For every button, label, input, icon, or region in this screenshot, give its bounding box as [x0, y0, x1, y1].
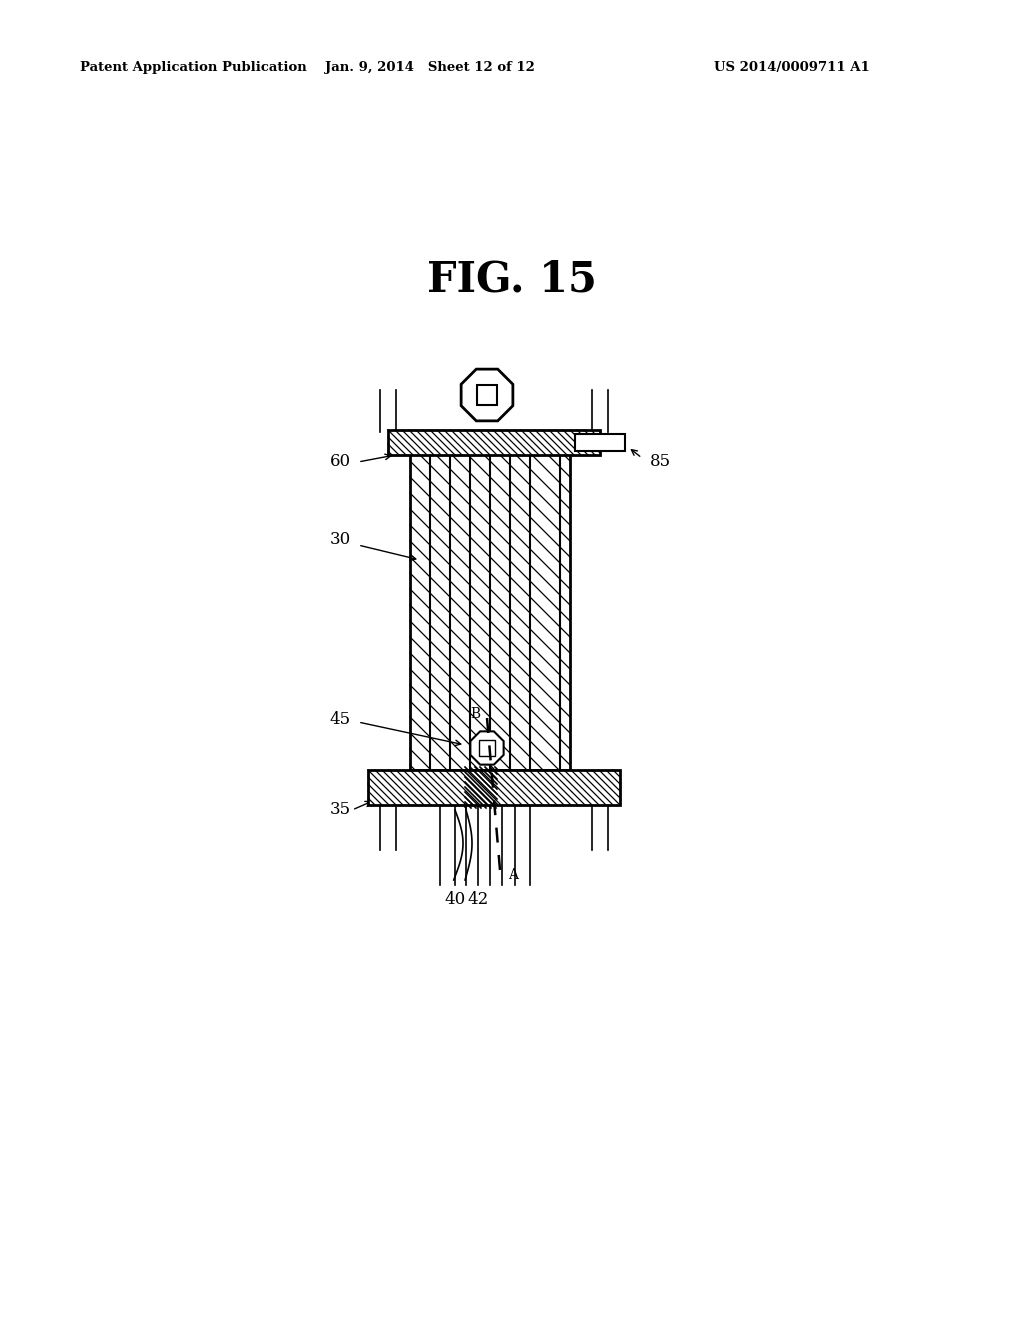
- Text: 30: 30: [330, 532, 350, 549]
- Polygon shape: [470, 731, 504, 764]
- Text: A: A: [508, 869, 518, 882]
- Text: US 2014/0009711 A1: US 2014/0009711 A1: [715, 62, 870, 74]
- Text: FIG. 15: FIG. 15: [427, 259, 597, 301]
- Text: 35: 35: [330, 801, 350, 818]
- Polygon shape: [388, 430, 600, 455]
- Text: 45: 45: [330, 711, 350, 729]
- Polygon shape: [368, 770, 620, 805]
- Text: 60: 60: [330, 454, 350, 470]
- Text: B: B: [470, 708, 480, 721]
- Text: 40: 40: [444, 891, 466, 908]
- Polygon shape: [410, 445, 570, 770]
- Text: 42: 42: [467, 891, 488, 908]
- Text: 85: 85: [649, 454, 671, 470]
- Text: Patent Application Publication: Patent Application Publication: [80, 62, 307, 74]
- Polygon shape: [461, 370, 513, 421]
- Text: Jan. 9, 2014   Sheet 12 of 12: Jan. 9, 2014 Sheet 12 of 12: [325, 62, 535, 74]
- Polygon shape: [575, 434, 625, 451]
